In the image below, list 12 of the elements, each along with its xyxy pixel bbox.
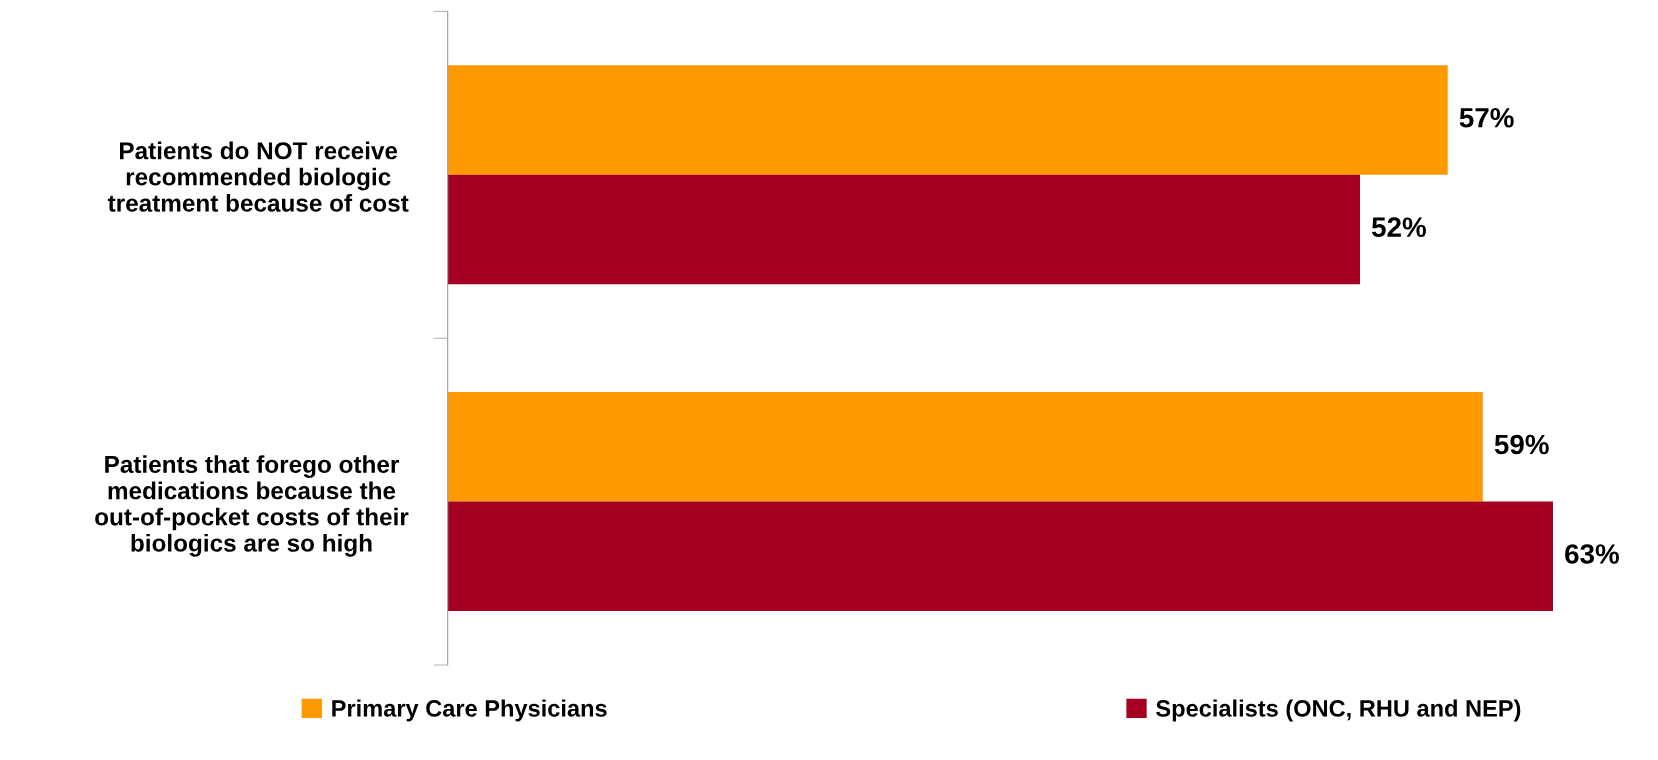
data-label: 52% (1371, 217, 1426, 237)
legend-label: Primary Care Physicians (332, 699, 607, 722)
data-label: 63% (1565, 544, 1619, 564)
bar (447, 501, 1553, 612)
data-label: 57% (1459, 107, 1514, 128)
legend-label: Specialists (ONC, RHU and NEP) (1156, 699, 1521, 722)
y-tick-label: Patients do NOT receive recommended biologic treatment because of cost (107, 141, 409, 212)
bar (447, 392, 1483, 502)
y-tick-label: Patients that forego other medications because the out-of-pocket costs of their biologics are so high (95, 455, 409, 557)
bar (447, 174, 1360, 285)
data-label: 59% (1494, 434, 1549, 455)
bar (447, 65, 1448, 175)
